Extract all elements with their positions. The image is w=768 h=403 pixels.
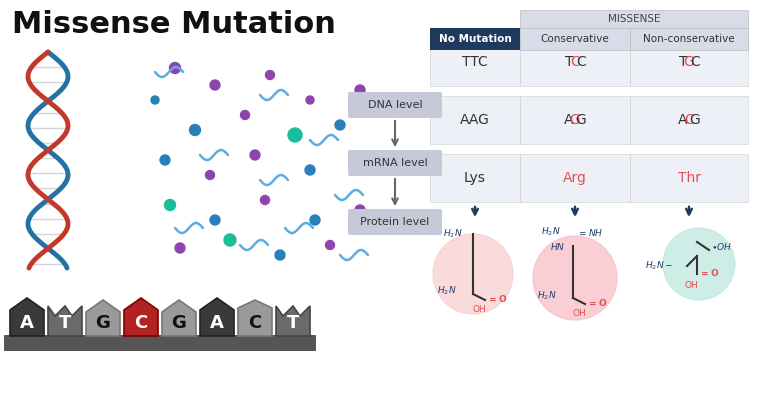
Circle shape <box>335 120 345 130</box>
Text: $=NH$: $=NH$ <box>577 226 604 237</box>
Text: C: C <box>576 55 586 69</box>
Text: $H_2N$: $H_2N$ <box>541 226 561 238</box>
Circle shape <box>306 96 314 104</box>
Circle shape <box>224 234 236 246</box>
Polygon shape <box>124 298 158 336</box>
Circle shape <box>250 150 260 160</box>
Text: $\bullet OH$: $\bullet OH$ <box>711 241 732 251</box>
FancyBboxPatch shape <box>430 96 520 144</box>
Text: Missense Mutation: Missense Mutation <box>12 10 336 39</box>
Text: C: C <box>684 113 694 127</box>
Text: $\bf{=O}$: $\bf{=O}$ <box>587 297 607 307</box>
Text: Protein level: Protein level <box>360 217 429 227</box>
Text: OH: OH <box>684 280 698 289</box>
FancyBboxPatch shape <box>430 154 520 202</box>
FancyBboxPatch shape <box>4 335 316 351</box>
Circle shape <box>266 71 274 79</box>
Text: No Mutation: No Mutation <box>439 34 511 44</box>
Text: T: T <box>679 55 687 69</box>
Text: C: C <box>570 55 580 69</box>
Text: Arg: Arg <box>563 171 587 185</box>
Text: $HN$: $HN$ <box>550 241 565 251</box>
Polygon shape <box>238 300 272 336</box>
Circle shape <box>305 165 315 175</box>
FancyBboxPatch shape <box>348 209 442 235</box>
Text: G: G <box>95 314 111 332</box>
Circle shape <box>355 205 365 215</box>
FancyBboxPatch shape <box>630 154 748 202</box>
FancyBboxPatch shape <box>630 96 748 144</box>
Text: DNA level: DNA level <box>368 100 422 110</box>
Polygon shape <box>86 300 120 336</box>
Text: T: T <box>564 55 573 69</box>
Text: $H_2N-$: $H_2N-$ <box>645 260 673 272</box>
Text: Conservative: Conservative <box>541 34 609 44</box>
FancyBboxPatch shape <box>520 96 630 144</box>
Text: C: C <box>134 314 147 332</box>
Text: $\bf{=O}$: $\bf{=O}$ <box>699 266 720 278</box>
Text: Lys: Lys <box>464 171 486 185</box>
Polygon shape <box>10 298 44 336</box>
Text: G: G <box>690 113 700 127</box>
Text: G: G <box>684 55 694 69</box>
FancyBboxPatch shape <box>520 28 630 50</box>
Circle shape <box>210 215 220 225</box>
Circle shape <box>175 243 185 253</box>
Text: $H_2N$: $H_2N$ <box>538 290 557 302</box>
Text: C: C <box>248 314 262 332</box>
Text: $H_2N$: $H_2N$ <box>443 228 463 240</box>
FancyBboxPatch shape <box>630 28 748 50</box>
FancyBboxPatch shape <box>520 38 630 86</box>
FancyBboxPatch shape <box>630 38 748 86</box>
Text: mRNA level: mRNA level <box>362 158 427 168</box>
Polygon shape <box>200 298 234 336</box>
Circle shape <box>240 110 250 120</box>
Text: OH: OH <box>572 309 586 318</box>
Circle shape <box>164 199 176 210</box>
Circle shape <box>288 128 302 142</box>
Text: TTC: TTC <box>462 55 488 69</box>
Text: MISSENSE: MISSENSE <box>607 14 660 24</box>
Text: A: A <box>678 113 688 127</box>
Circle shape <box>355 85 365 95</box>
Circle shape <box>663 228 735 300</box>
Circle shape <box>260 195 270 204</box>
Circle shape <box>356 151 364 159</box>
Circle shape <box>326 241 335 249</box>
Polygon shape <box>48 306 82 336</box>
Text: OH: OH <box>472 305 486 314</box>
Circle shape <box>170 62 180 73</box>
FancyBboxPatch shape <box>348 92 442 118</box>
Circle shape <box>533 236 617 320</box>
FancyBboxPatch shape <box>430 28 520 50</box>
Text: A: A <box>564 113 574 127</box>
Text: AAG: AAG <box>460 113 490 127</box>
Polygon shape <box>162 300 196 336</box>
FancyBboxPatch shape <box>520 154 630 202</box>
Text: T: T <box>59 314 71 332</box>
Circle shape <box>310 215 320 225</box>
Circle shape <box>210 80 220 90</box>
Text: C: C <box>690 55 700 69</box>
Text: Non-conservative: Non-conservative <box>643 34 735 44</box>
Circle shape <box>275 250 285 260</box>
FancyBboxPatch shape <box>348 150 442 176</box>
Circle shape <box>151 96 159 104</box>
Text: G: G <box>576 113 587 127</box>
Text: G: G <box>171 314 187 332</box>
FancyBboxPatch shape <box>430 38 520 86</box>
Text: A: A <box>20 314 34 332</box>
Circle shape <box>160 155 170 165</box>
Circle shape <box>206 170 214 179</box>
Circle shape <box>433 234 513 314</box>
Text: $\bf{=O}$: $\bf{=O}$ <box>487 293 508 303</box>
Text: $H_2N$: $H_2N$ <box>438 285 457 297</box>
Circle shape <box>190 125 200 135</box>
Text: Thr: Thr <box>677 171 700 185</box>
FancyBboxPatch shape <box>520 10 748 28</box>
Text: A: A <box>210 314 224 332</box>
Text: G: G <box>570 113 581 127</box>
Text: T: T <box>286 314 300 332</box>
Polygon shape <box>276 306 310 336</box>
